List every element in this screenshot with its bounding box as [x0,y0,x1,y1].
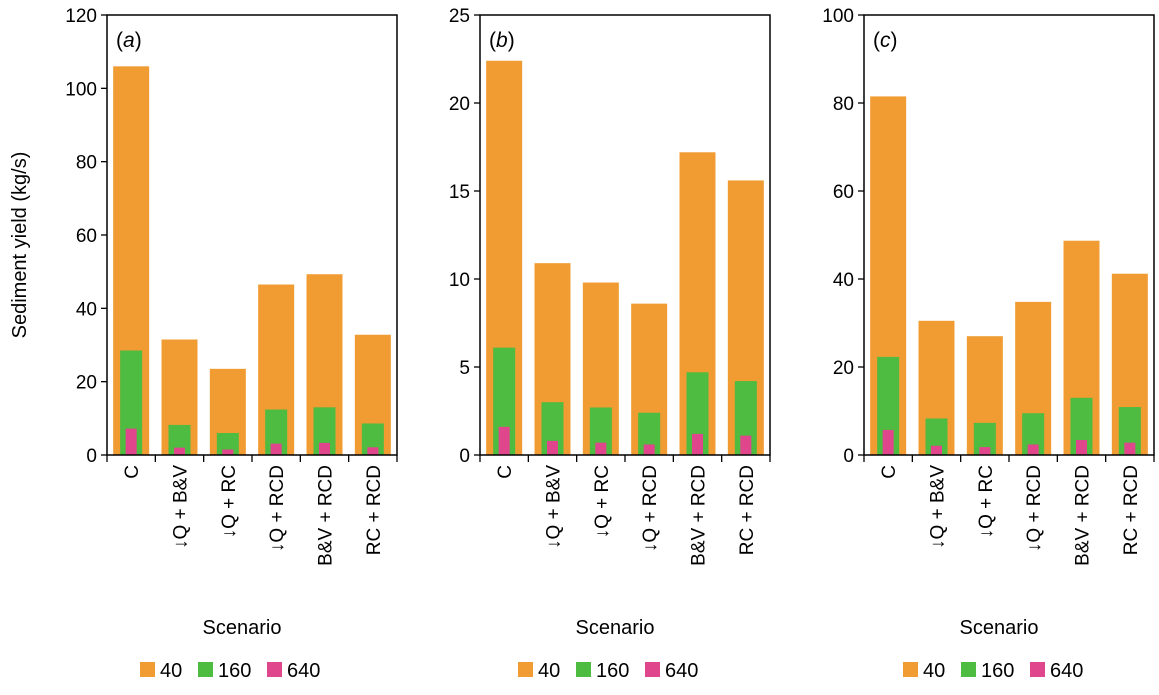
legend-swatch-160 [576,662,591,677]
bar-a-s640-1 [174,447,185,455]
panel-label-close-paren: ) [508,29,515,52]
bar-c-s640-2 [979,447,991,455]
bar-b-s640-3 [643,444,655,455]
y-tick-label-a: 20 [76,373,97,394]
x-category-label-a: C [122,465,143,479]
legend-swatch-640 [1030,662,1045,677]
bar-a-s640-2 [222,449,234,455]
plot-frame-a [106,14,398,456]
legend-swatch-160 [961,662,976,677]
x-axis-title-a: Scenario [203,617,282,639]
plot-frame-b [479,14,771,456]
x-category-label-b: B&V + RCD [689,465,710,566]
panel-label-open-paren: ( [489,29,496,52]
y-tick-label-b: 5 [459,358,470,379]
y-tick-label-c: 0 [843,446,854,467]
y-tick-label-a: 60 [76,226,97,247]
panel-label-a: (a) [116,29,142,52]
bar-a-s640-0 [125,428,137,455]
legend-swatch-160 [198,662,213,677]
bar-c-s640-0 [882,429,894,455]
bar-a-s640-5 [367,447,379,455]
y-tick-label-a: 0 [86,446,97,467]
x-axis-title-c: Scenario [960,617,1039,639]
x-axis-title-b: Scenario [576,617,655,639]
bar-a-s160-1 [168,424,191,455]
bar-b-s640-2 [595,442,607,455]
bar-a-s160-5 [361,423,384,455]
x-category-label-a: ↓Q + B&V [171,465,192,549]
bar-c-s160-2 [973,422,996,455]
y-tick-label-b: 15 [449,182,470,203]
panel-label-letter: a [123,29,135,52]
panel-label-close-paren: ) [891,29,898,52]
legend-label-160: 160 [596,660,629,682]
chart-panel-a: 0 20 40 60 80 100 120 C ↓Q + B&V ↓Q + RC ↓Q + RCD B… [9,6,398,682]
panel-label-close-paren: ) [135,29,142,52]
x-category-label-c: ↓Q + RC [976,465,997,538]
legend-swatch-40 [903,662,918,677]
x-category-label-c: ↓Q + RCD [1024,465,1045,552]
bar-c-s640-5 [1124,442,1136,455]
x-category-label-b: ↓Q + B&V [544,465,565,549]
chart-panel-c: 0 20 40 60 80 100 C ↓Q + B&V ↓Q + RC ↓Q + RCD B&V … [822,6,1155,682]
chart-panel-b: 0 5 10 15 20 25 C ↓Q + B&V ↓Q + RC ↓Q + RCD B&V + … [449,6,771,682]
panel-label-open-paren: ( [116,29,123,52]
legend-swatch-40 [140,662,155,677]
bar-c-s640-3 [1027,444,1039,455]
legend-swatch-640 [645,662,660,677]
y-tick-label-c: 80 [833,94,854,115]
bar-c-s640-4 [1076,440,1087,455]
legend-label-40: 40 [160,660,182,682]
legend-swatch-40 [518,662,533,677]
x-category-label-c: B&V + RCD [1073,465,1094,566]
y-tick-label-b: 10 [449,270,470,291]
bar-b-s640-0 [498,426,510,455]
y-tick-label-a: 40 [76,299,97,320]
bar-c-s640-1 [931,445,942,455]
legend-label-40: 40 [538,660,560,682]
bar-b-s640-5 [740,435,752,455]
x-category-label-c: C [879,465,900,479]
panel-label-c: (c) [873,29,898,52]
x-category-label-b: C [495,465,516,479]
y-tick-label-a: 80 [76,153,97,174]
panel-label-open-paren: ( [873,29,880,52]
y-tick-label-c: 40 [833,270,854,291]
legend-label-160: 160 [981,660,1014,682]
x-category-label-a: ↓Q + RC [219,465,240,538]
y-tick-label-c: 60 [833,182,854,203]
plot-frame-c [863,14,1155,456]
legend-label-640: 640 [1050,660,1083,682]
x-category-label-a: ↓Q + RCD [267,465,288,552]
panel-label-letter: c [880,29,891,52]
y-tick-label-a: 120 [65,6,97,27]
legend-label-160: 160 [218,660,251,682]
x-category-label-a: B&V + RCD [316,465,337,566]
bar-a-s640-4 [319,442,330,455]
x-category-label-a: RC + RCD [364,465,385,555]
legend-label-40: 40 [923,660,945,682]
x-category-label-b: RC + RCD [737,465,758,555]
y-tick-label-c: 20 [833,358,854,379]
y-tick-label-b: 0 [459,446,470,467]
y-tick-label-b: 20 [449,94,470,115]
y-tick-label-c: 100 [822,6,854,27]
y-axis-title: Sediment yield (kg/s) [9,152,31,339]
y-tick-label-a: 100 [65,79,97,100]
panel-label-b: (b) [489,29,515,52]
x-category-label-c: RC + RCD [1121,465,1142,555]
x-category-label-b: ↓Q + RC [592,465,613,538]
panel-label-letter: b [496,29,508,52]
y-tick-label-b: 25 [449,6,470,27]
bar-a-s640-3 [270,443,282,455]
bar-b-s640-4 [692,433,703,455]
legend-swatch-640 [267,662,282,677]
x-category-label-c: ↓Q + B&V [928,465,949,549]
bar-b-s640-1 [547,440,558,455]
legend-label-640: 640 [287,660,320,682]
x-category-label-b: ↓Q + RCD [640,465,661,552]
legend-label-640: 640 [665,660,698,682]
